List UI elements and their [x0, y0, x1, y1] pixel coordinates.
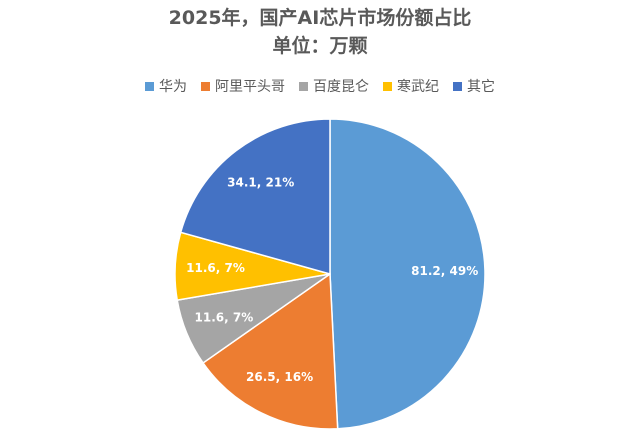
legend-swatch [453, 81, 462, 91]
legend-swatch [383, 81, 392, 91]
legend-label: 华为 [159, 79, 187, 95]
data-label-huawei: 81.2, 49% [411, 264, 478, 278]
legend-label: 百度昆仑 [313, 79, 369, 95]
pie-slice-others [179, 118, 331, 275]
chart-subtitle: 单位：万颗 [272, 35, 368, 57]
legend-label: 阿里平头哥 [215, 79, 285, 95]
legend-item-huawei: 华为 [145, 76, 187, 96]
chart-legend: 华为 阿里平头哥 百度昆仑 寒武纪 其它 [0, 76, 640, 96]
legend-item-others: 其它 [453, 76, 495, 96]
legend-label: 其它 [467, 79, 495, 95]
data-label-baidu-kunlun: 11.6, 7% [195, 311, 254, 325]
chart-title: 2025年，国产AI芯片市场份额占比 [168, 7, 472, 29]
legend-label: 寒武纪 [397, 79, 439, 95]
chart-title-block: 2025年，国产AI芯片市场份额占比 单位：万颗 [0, 4, 640, 60]
legend-swatch [299, 81, 308, 91]
data-label-others: 34.1, 21% [227, 176, 294, 190]
legend-item-baidu-kunlun: 百度昆仑 [299, 76, 369, 96]
pie-slice-alibaba-pingtouge [202, 272, 339, 430]
pie-data-labels: 81.2, 49% 26.5, 16% 11.6, 7% 11.6, 7% 34.1, … [186, 176, 478, 384]
legend-item-alibaba-pingtouge: 阿里平头哥 [201, 76, 285, 96]
legend-swatch [201, 81, 210, 91]
legend-swatch [145, 81, 154, 91]
pie-slices [174, 118, 486, 430]
pie-slice-huawei [329, 118, 486, 430]
data-label-alibaba-pingtouge: 26.5, 16% [246, 370, 313, 384]
data-label-cambricon: 11.6, 7% [186, 261, 245, 275]
legend-item-cambricon: 寒武纪 [383, 76, 439, 96]
